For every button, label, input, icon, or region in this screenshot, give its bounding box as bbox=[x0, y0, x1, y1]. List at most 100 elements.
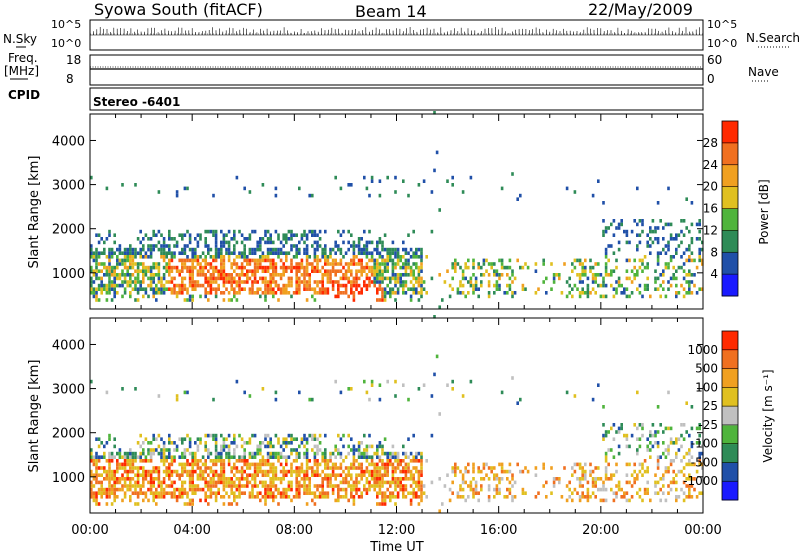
velocity-cell bbox=[240, 459, 244, 463]
power-cell bbox=[417, 265, 421, 270]
power-cell bbox=[604, 251, 608, 255]
velocity-cell bbox=[186, 390, 189, 395]
power-cell bbox=[235, 175, 239, 180]
velocity-cell bbox=[633, 423, 636, 427]
velocity-cell bbox=[207, 451, 210, 456]
velocity-cell bbox=[493, 477, 496, 481]
power-cell bbox=[272, 258, 275, 263]
power-cell bbox=[402, 240, 405, 245]
velocity-cell bbox=[183, 455, 187, 459]
power-cell bbox=[594, 276, 597, 281]
power-cell bbox=[396, 273, 400, 277]
power-cell bbox=[311, 233, 314, 237]
power-cell bbox=[402, 265, 405, 270]
velocity-cell bbox=[274, 390, 278, 395]
velocity-cell bbox=[196, 444, 200, 449]
power-cell bbox=[188, 294, 192, 299]
velocity-cell bbox=[225, 437, 228, 441]
power-cell bbox=[147, 294, 150, 299]
power-cell bbox=[409, 269, 413, 273]
velocity-cell bbox=[399, 487, 402, 492]
velocity-cell bbox=[672, 459, 675, 463]
colorbar-segment bbox=[722, 331, 738, 351]
power-cell bbox=[196, 255, 200, 259]
velocity-cell bbox=[90, 469, 93, 474]
power-cell bbox=[563, 262, 566, 266]
power-cell bbox=[199, 273, 202, 277]
power-cell bbox=[368, 229, 371, 234]
beam-title: Beam 14 bbox=[355, 2, 427, 21]
power-cell bbox=[337, 229, 340, 234]
power-cell bbox=[266, 287, 270, 291]
velocity-cell bbox=[591, 477, 595, 481]
power-cell bbox=[597, 283, 600, 288]
power-cell bbox=[131, 258, 135, 263]
power-cell bbox=[90, 247, 93, 252]
power-cell bbox=[493, 283, 496, 288]
velocity-cell bbox=[690, 455, 694, 459]
velocity-cell bbox=[638, 444, 642, 449]
velocity-cell bbox=[339, 390, 343, 395]
power-cell bbox=[305, 233, 309, 237]
power-cell bbox=[495, 283, 499, 288]
velocity-cell bbox=[324, 448, 327, 452]
power-cell bbox=[487, 262, 491, 266]
velocity-cell bbox=[339, 495, 343, 499]
velocity-cell bbox=[662, 491, 665, 495]
power-cell bbox=[235, 283, 239, 288]
velocity-cell bbox=[318, 448, 322, 452]
power-cell bbox=[230, 298, 233, 302]
velocity-cell bbox=[378, 480, 382, 485]
power-cell bbox=[313, 247, 317, 252]
velocity-cell bbox=[589, 469, 592, 474]
power-cell bbox=[264, 269, 267, 273]
velocity-cell bbox=[311, 469, 314, 474]
velocity-cell bbox=[243, 451, 246, 456]
power-cell bbox=[581, 280, 584, 284]
velocity-cell bbox=[474, 480, 478, 485]
velocity-cell bbox=[394, 495, 397, 499]
velocity-cell bbox=[513, 495, 517, 499]
power-cell bbox=[225, 287, 228, 291]
power-cell bbox=[363, 251, 366, 255]
power-cell bbox=[578, 280, 582, 284]
power-cell bbox=[246, 262, 249, 266]
velocity-cell bbox=[214, 491, 218, 495]
velocity-cell bbox=[121, 484, 124, 488]
power-cell bbox=[682, 233, 686, 237]
velocity-cell bbox=[170, 469, 174, 474]
power-cell bbox=[165, 269, 168, 273]
velocity-cell bbox=[623, 491, 626, 495]
power-cell bbox=[152, 291, 155, 295]
velocity-cell bbox=[667, 426, 670, 431]
power-cell bbox=[162, 291, 166, 295]
power-cell bbox=[482, 258, 486, 263]
power-cell bbox=[324, 247, 327, 252]
velocity-cell bbox=[420, 455, 423, 459]
power-cell bbox=[638, 258, 642, 263]
velocity-cell bbox=[584, 462, 587, 467]
power-cell bbox=[698, 251, 701, 255]
velocity-cell bbox=[279, 455, 283, 459]
power-cell bbox=[680, 229, 683, 234]
velocity-cell bbox=[149, 477, 153, 481]
power-cell bbox=[100, 262, 103, 266]
power-cell bbox=[256, 244, 259, 248]
velocity-cell bbox=[347, 469, 350, 474]
velocity-cell bbox=[415, 455, 418, 459]
power-cell bbox=[251, 283, 254, 288]
velocity-cell bbox=[454, 469, 457, 474]
velocity-cell bbox=[394, 451, 397, 456]
velocity-cell bbox=[131, 451, 135, 456]
power-cell bbox=[511, 291, 514, 295]
power-cell bbox=[654, 226, 657, 230]
velocity-cell bbox=[157, 394, 161, 398]
power-cell bbox=[667, 240, 670, 245]
power-cell bbox=[165, 280, 168, 284]
power-cell bbox=[230, 273, 233, 277]
power-cell bbox=[152, 294, 155, 299]
velocity-cell bbox=[672, 480, 675, 485]
velocity-cell bbox=[162, 462, 166, 467]
velocity-cell bbox=[617, 451, 621, 456]
